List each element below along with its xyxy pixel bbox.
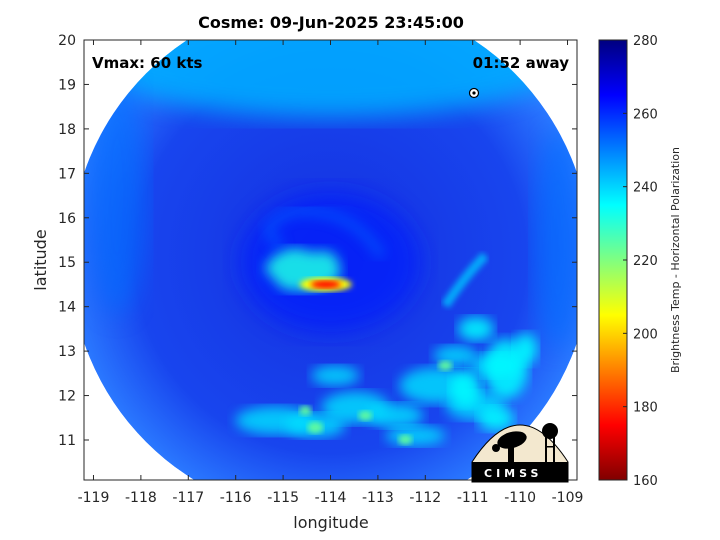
field-cell [513, 332, 538, 365]
x-tick-label: -112 [409, 490, 441, 506]
time-away-annotation: 01:52 away [473, 54, 570, 72]
y-tick-label: 17 [58, 166, 76, 182]
field-cell [477, 406, 514, 431]
vmax-annotation: Vmax: 60 kts [92, 54, 202, 72]
x-tick-label: -110 [504, 490, 536, 506]
logo-tower-icon [542, 423, 558, 462]
field-cell [367, 403, 424, 428]
colorbar-tick-label: 260 [633, 107, 658, 122]
colorbar-tick-label: 220 [633, 254, 658, 269]
chart-title: Cosme: 09-Jun-2025 23:45:00 [198, 13, 464, 32]
logo-dish-icon [492, 431, 527, 462]
x-axis-ticks: -119 -118 -117 -116 -115 -114 -113 -112 -111 -110… [78, 40, 584, 506]
y-axis-ticks: 11 12 13 14 15 16 17 18 19 20 [58, 33, 577, 449]
field-west-edge [87, 75, 148, 316]
y-tick-label: 18 [58, 122, 76, 138]
x-tick-label: -116 [220, 490, 252, 506]
brightness-field [87, 40, 577, 446]
field-cell [433, 345, 478, 366]
field-north-warm-band [95, 40, 566, 118]
colorbar-tick-label: 180 [633, 401, 658, 416]
colorbar-bar [598, 39, 628, 481]
y-tick-label: 14 [58, 300, 76, 316]
x-axis-label: longitude [293, 513, 368, 532]
field-cell [441, 252, 489, 309]
logo-band [472, 462, 568, 482]
microwave-swath [84, 40, 577, 480]
plot-area: -119 -118 -117 -116 -115 -114 -113 -112 -111 -110… [58, 33, 584, 506]
y-tick-label: 20 [58, 33, 76, 49]
colorbar-tick-label: 160 [633, 474, 658, 489]
colorbar-tick-label: 240 [633, 181, 658, 196]
y-tick-label: 19 [58, 77, 76, 93]
field-cell [299, 405, 312, 416]
x-tick-label: -109 [552, 490, 584, 506]
field-cell [311, 365, 360, 386]
colorbar-label: Brightness Temp - Horizontal Polarizatio… [669, 147, 682, 373]
field-cell [307, 421, 324, 434]
x-tick-label: -117 [172, 490, 204, 506]
colorbar-ticks: 160 180 200 220 240 260 280 [623, 34, 658, 489]
colorbar: 160 180 200 220 240 260 280 Brightness Temp - … [598, 34, 682, 489]
x-tick-label: -111 [457, 490, 489, 506]
field-cell [438, 360, 453, 371]
y-axis-label: latitude [31, 229, 50, 290]
x-tick-label: -115 [267, 490, 299, 506]
y-tick-label: 15 [58, 255, 76, 271]
field-cell [457, 316, 494, 341]
field-cell [449, 370, 482, 407]
x-tick-label: -113 [362, 490, 394, 506]
y-tick-label: 16 [58, 211, 76, 227]
field-cell [310, 280, 341, 289]
x-tick-label: -114 [315, 490, 347, 506]
colorbar-tick-label: 280 [633, 34, 658, 49]
x-tick-label: -118 [125, 490, 157, 506]
logo-text: CIMSS [484, 467, 542, 480]
storm-marker-icon [468, 87, 480, 99]
y-tick-label: 11 [58, 433, 76, 449]
field-cell [264, 206, 387, 260]
field-cell [398, 434, 413, 445]
y-tick-label: 13 [58, 344, 76, 360]
field-east-edge [533, 130, 577, 350]
x-tick-label: -119 [78, 490, 110, 506]
cimss-logo: CIMSS [471, 423, 569, 483]
field-cell [358, 410, 373, 421]
field-cell [385, 425, 446, 446]
colorbar-tick-label: 200 [633, 327, 658, 342]
y-tick-label: 12 [58, 389, 76, 405]
